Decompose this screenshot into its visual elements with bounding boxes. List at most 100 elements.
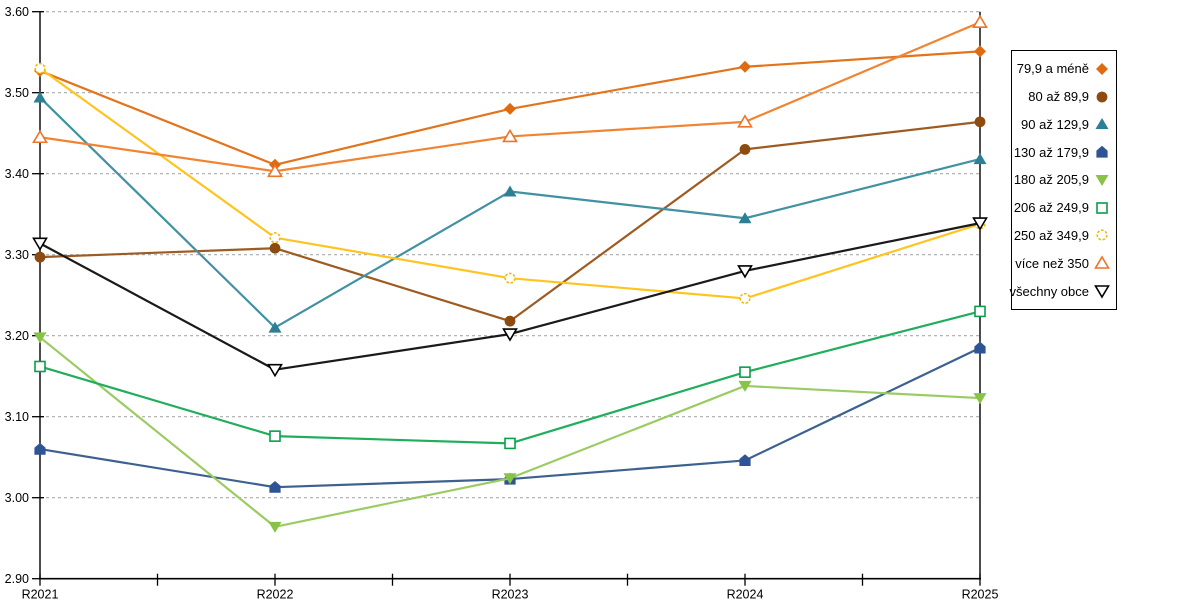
triangle-up-marker — [737, 114, 753, 128]
circle-dashed-marker — [269, 232, 281, 244]
triangle-up-marker — [32, 129, 48, 144]
x-tick-label: R2023 — [492, 588, 529, 600]
triangle-up-marker — [268, 321, 282, 333]
series-line — [39, 120, 981, 323]
triangle-up-marker — [1095, 118, 1109, 130]
triangle-up-marker — [267, 163, 283, 178]
y-tick-label: 2.90 — [5, 572, 29, 586]
diamond-legend-icon — [1096, 62, 1108, 75]
pentagon-marker — [974, 341, 986, 354]
triangle-up-marker — [1094, 255, 1110, 270]
triangle-up-marker — [972, 14, 988, 29]
circle-dashed-marker — [739, 292, 751, 305]
square-legend-icon — [1096, 201, 1108, 214]
square-marker — [1096, 201, 1108, 214]
x-tick-label: R2021 — [22, 588, 59, 600]
triangle-down-legend-icon — [1094, 285, 1110, 299]
series-line — [39, 346, 981, 489]
diamond-marker — [974, 45, 986, 58]
x-tick-label: R2022 — [257, 588, 294, 600]
pentagon-marker — [34, 442, 46, 455]
triangle-up-legend-icon — [1094, 255, 1110, 270]
series-5 — [33, 332, 987, 533]
pentagon-legend-icon — [1096, 145, 1108, 158]
pentagon-marker — [269, 480, 281, 493]
y-tick-label: 3.00 — [5, 491, 29, 505]
legend-item: 180 až 205,9 — [1014, 167, 1110, 193]
legend-label: 80 až 89,9 — [1028, 89, 1089, 105]
triangle-down-marker — [268, 521, 282, 533]
diamond-marker — [739, 60, 751, 73]
legend-label: 79,9 a méně — [1016, 61, 1089, 77]
triangle-up-marker — [738, 212, 752, 224]
x-tick-label: R2024 — [727, 588, 764, 600]
legend-label: všechny obce — [1009, 283, 1090, 299]
triangle-down-marker — [32, 237, 48, 251]
square-marker — [739, 366, 751, 378]
legend-label: 90 až 129,9 — [1021, 116, 1089, 132]
circle-dashed-legend-icon — [1096, 229, 1108, 242]
legend-item: 79,9 a méně — [1014, 56, 1110, 82]
y-tick-label: 3.10 — [5, 410, 29, 424]
triangle-down-marker — [502, 328, 518, 342]
series-9 — [32, 217, 988, 378]
series-line — [39, 21, 981, 173]
square-marker — [504, 437, 516, 450]
circle-marker — [269, 242, 281, 254]
legend-label: 130 až 179,9 — [1013, 144, 1089, 160]
pentagon-marker — [1096, 145, 1108, 158]
series-7 — [34, 62, 986, 305]
square-marker — [269, 430, 281, 442]
triangle-down-marker — [973, 393, 987, 405]
triangle-up-marker — [973, 153, 987, 165]
y-tick-label: 3.50 — [5, 86, 29, 100]
legend-item: 80 až 89,9 — [1014, 84, 1110, 110]
triangle-down-marker — [503, 473, 517, 485]
triangle-up-marker — [33, 91, 47, 103]
circle-marker — [739, 144, 751, 155]
y-tick-label: 3.20 — [5, 329, 29, 343]
legend-item: 206 až 249,9 — [1014, 195, 1110, 221]
pentagon-marker — [739, 454, 751, 467]
circle-dashed-marker — [1096, 229, 1108, 242]
triangle-down-marker — [738, 380, 752, 392]
legend-item: 90 až 129,9 — [1014, 111, 1110, 137]
series-3 — [33, 91, 987, 333]
legend-item: více než 350 — [1014, 250, 1110, 276]
diamond-marker — [504, 102, 516, 115]
series-1 — [34, 45, 986, 171]
triangle-down-marker — [1094, 285, 1110, 299]
x-tick-label: R2025 — [962, 588, 999, 600]
triangle-up-marker — [503, 185, 517, 197]
series-6 — [34, 305, 986, 450]
circle-marker — [34, 251, 46, 263]
legend-item: 250 až 349,9 — [1014, 222, 1110, 248]
square-marker — [34, 360, 46, 373]
circle-marker — [974, 116, 986, 128]
y-tick-label: 3.30 — [5, 248, 29, 262]
triangle-up-legend-icon — [1095, 118, 1109, 130]
circle-dashed-marker — [504, 272, 516, 284]
series-2 — [34, 116, 986, 327]
square-marker — [974, 305, 986, 318]
series-line — [39, 336, 981, 528]
triangle-down-marker — [33, 332, 47, 344]
legend-label: 206 až 249,9 — [1013, 200, 1089, 216]
legend: 79,9 a méně 80 až 89,9 90 až 129,9 130 až 1… — [1010, 50, 1117, 310]
circle-marker — [1096, 91, 1108, 103]
triangle-up-marker — [502, 128, 518, 143]
triangle-down-marker — [267, 363, 283, 378]
legend-item: 130 až 179,9 — [1014, 139, 1110, 165]
series-8 — [32, 14, 988, 178]
triangle-down-marker — [737, 265, 753, 279]
triangle-down-marker — [1095, 174, 1109, 186]
circle-marker — [504, 315, 516, 327]
diamond-marker — [1096, 62, 1108, 75]
triangle-down-legend-icon — [1095, 174, 1109, 186]
legend-item: všechny obce — [1010, 278, 1110, 304]
y-tick-label: 3.60 — [5, 5, 29, 19]
triangle-down-marker — [972, 217, 988, 231]
legend-label: 250 až 349,9 — [1013, 227, 1089, 243]
